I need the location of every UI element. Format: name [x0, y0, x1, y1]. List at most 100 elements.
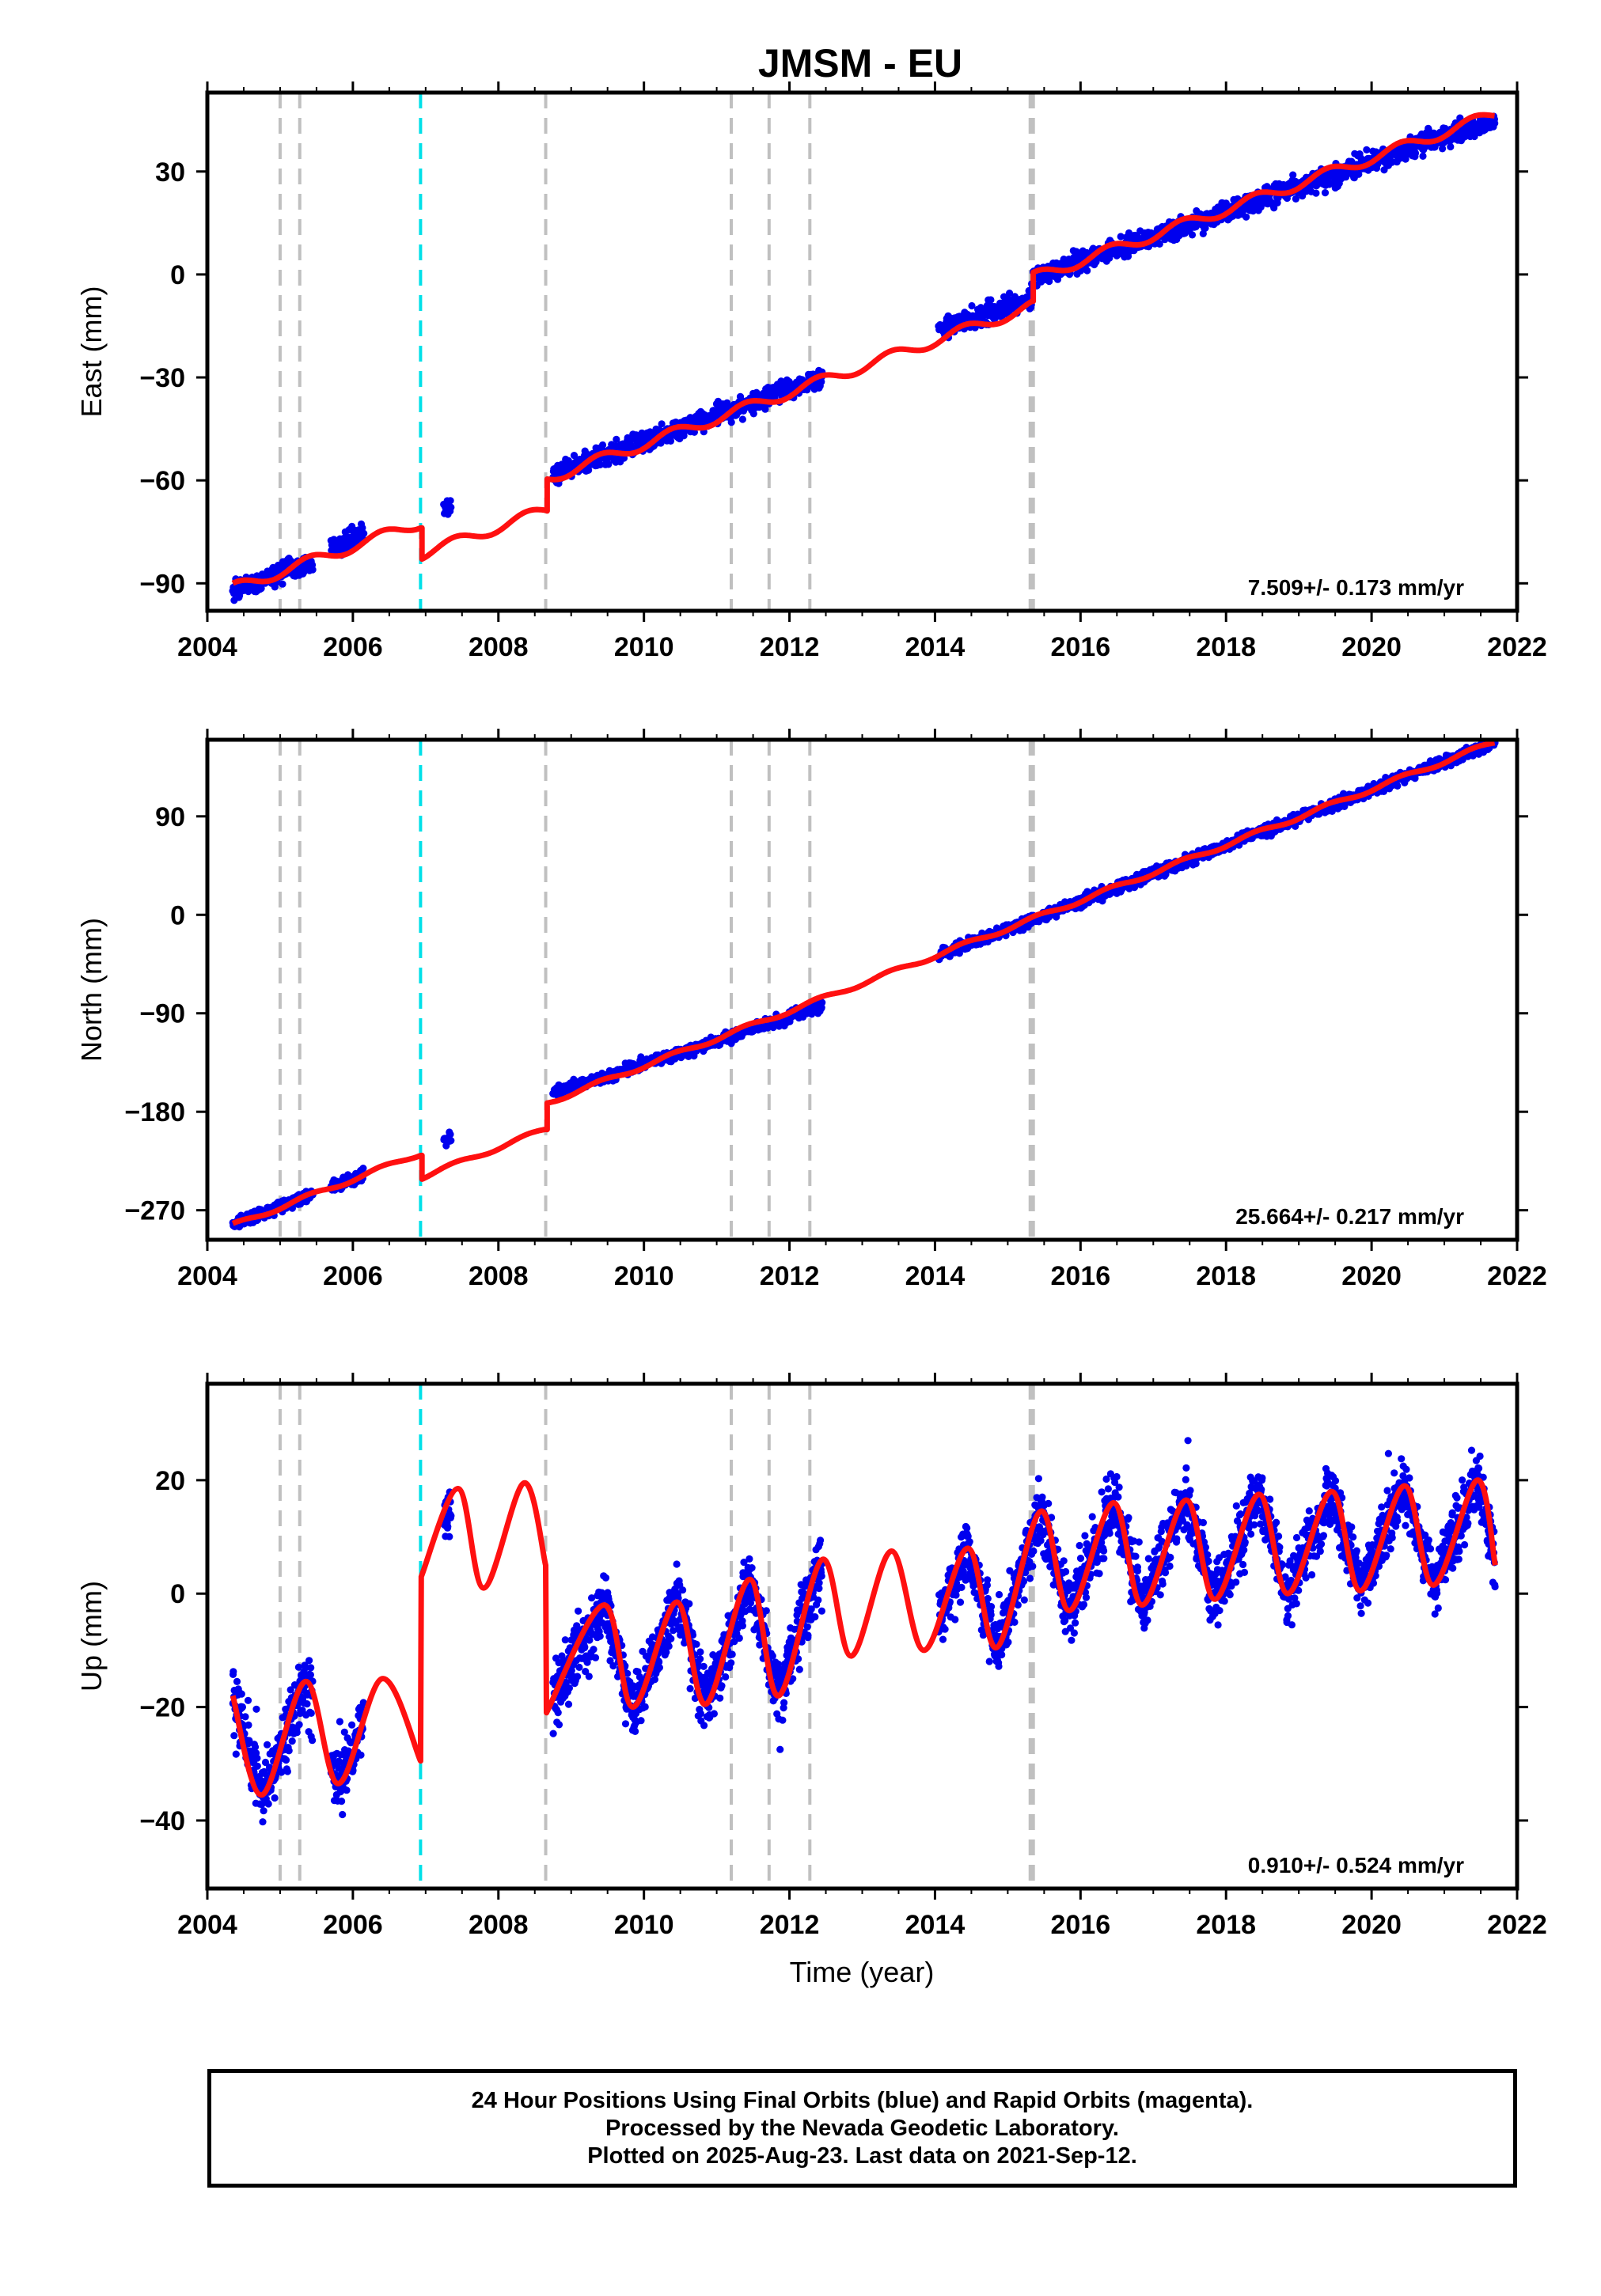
position-dot	[446, 1533, 453, 1540]
y-tick-label: 0	[170, 900, 185, 930]
position-dot	[818, 998, 826, 1006]
position-dot	[271, 1794, 279, 1802]
position-dot	[253, 1762, 261, 1770]
x-tick-label: 2022	[1487, 1261, 1547, 1291]
position-dot	[1292, 195, 1299, 203]
position-dot	[303, 1700, 311, 1708]
y-tick-label: −270	[124, 1196, 185, 1226]
x-tick-label: 2010	[614, 1261, 674, 1291]
position-dot	[283, 1767, 291, 1775]
position-dot	[1263, 183, 1271, 191]
x-tick-label: 2014	[905, 1261, 966, 1291]
position-dot	[336, 1718, 343, 1726]
position-dot	[570, 452, 579, 460]
position-dot	[260, 1807, 267, 1815]
position-dot	[307, 1709, 315, 1717]
position-dot	[803, 386, 811, 394]
position-dot	[590, 1646, 598, 1654]
position-dot	[359, 524, 366, 532]
position-dot	[549, 1730, 557, 1737]
position-dot	[359, 1165, 367, 1173]
position-dot	[641, 1703, 649, 1711]
position-dot	[282, 1756, 290, 1764]
position-dot	[357, 1751, 365, 1759]
position-dot	[245, 1721, 252, 1729]
position-dot	[253, 1754, 261, 1762]
position-dot	[1439, 145, 1447, 153]
panel-up: 2004 2006 2008 2010 2012 2014 2016 2018 2020 2022…	[75, 1373, 1547, 1940]
position-dot	[601, 1574, 610, 1582]
y-tick-label: −90	[139, 569, 185, 599]
east-rate-label: 7.509+/- 0.173 mm/yr	[1248, 575, 1464, 600]
position-dot	[987, 296, 995, 304]
position-dot	[1117, 233, 1125, 241]
position-dot	[259, 1818, 267, 1826]
position-dot	[749, 410, 757, 418]
position-dot	[665, 1642, 673, 1650]
x-tick-label: 2016	[1051, 1261, 1111, 1291]
position-dot	[245, 588, 252, 596]
position-dot	[564, 1700, 573, 1708]
position-dot	[605, 460, 613, 468]
position-dot	[596, 460, 605, 469]
position-dot	[637, 1717, 645, 1725]
x-tick-label: 2016	[1051, 632, 1111, 662]
position-dot	[446, 497, 454, 505]
position-dot	[447, 1137, 455, 1145]
position-dot	[1192, 223, 1200, 231]
position-dot	[360, 529, 368, 537]
east-axis-label: East (mm)	[75, 286, 108, 418]
position-dot	[1242, 213, 1250, 221]
position-dot	[1312, 189, 1320, 197]
y-tick-label: 30	[155, 157, 185, 188]
position-dot	[1289, 171, 1297, 179]
position-dot	[348, 1721, 356, 1729]
position-dot	[591, 1654, 600, 1661]
y-tick-label: −180	[124, 1097, 185, 1127]
position-dot	[581, 1643, 589, 1651]
east-ticks: 2004 2006 2008 2010 2012 2014 2016 2018 2020 2022…	[139, 81, 1547, 662]
position-dot	[285, 1747, 293, 1755]
position-dot	[1394, 782, 1402, 790]
position-dot	[232, 1750, 240, 1758]
position-dot	[761, 405, 769, 413]
position-dot	[233, 1677, 241, 1685]
x-tick-label: 2020	[1341, 1261, 1402, 1291]
east-model-line	[231, 112, 1497, 586]
x-tick-label: 2008	[469, 1261, 529, 1291]
position-dot	[1270, 204, 1278, 212]
panel-east: 2004 2006 2008 2010 2012 2014 2016 2018 2020 2022…	[75, 81, 1547, 662]
y-tick-label: −60	[139, 466, 185, 496]
y-tick-label: −90	[139, 999, 185, 1029]
position-dot	[447, 1512, 455, 1520]
position-dot	[238, 1703, 246, 1711]
position-dot	[446, 1131, 454, 1139]
position-dot	[343, 1786, 351, 1794]
position-dot	[655, 1664, 664, 1672]
position-dot	[621, 1720, 630, 1728]
panel-north: 2004 2006 2008 2010 2012 2014 2016 2018 2020 2022…	[75, 729, 1547, 1291]
x-tick-label: 2014	[905, 632, 966, 662]
y-tick-label: 90	[155, 802, 185, 832]
position-dot	[295, 1721, 303, 1729]
y-tick-label: −30	[139, 363, 185, 393]
position-dot	[1355, 170, 1363, 178]
position-dot	[585, 466, 593, 474]
x-tick-label: 2008	[469, 632, 529, 662]
position-dot	[279, 580, 286, 588]
position-dot	[230, 1668, 237, 1676]
position-dot	[678, 1052, 686, 1060]
position-dot	[338, 1798, 346, 1805]
x-tick-label: 2020	[1341, 632, 1402, 662]
position-dot	[444, 1522, 452, 1531]
x-tick-label: 2022	[1487, 632, 1547, 662]
position-dot	[264, 1741, 271, 1749]
position-dot	[738, 415, 747, 423]
position-dot	[1006, 290, 1014, 297]
position-dot	[613, 435, 620, 444]
position-dot	[1363, 146, 1371, 153]
position-dot	[230, 1732, 238, 1740]
position-dot	[955, 949, 963, 957]
position-dot	[1489, 731, 1497, 738]
x-tick-label: 2018	[1196, 1261, 1256, 1291]
